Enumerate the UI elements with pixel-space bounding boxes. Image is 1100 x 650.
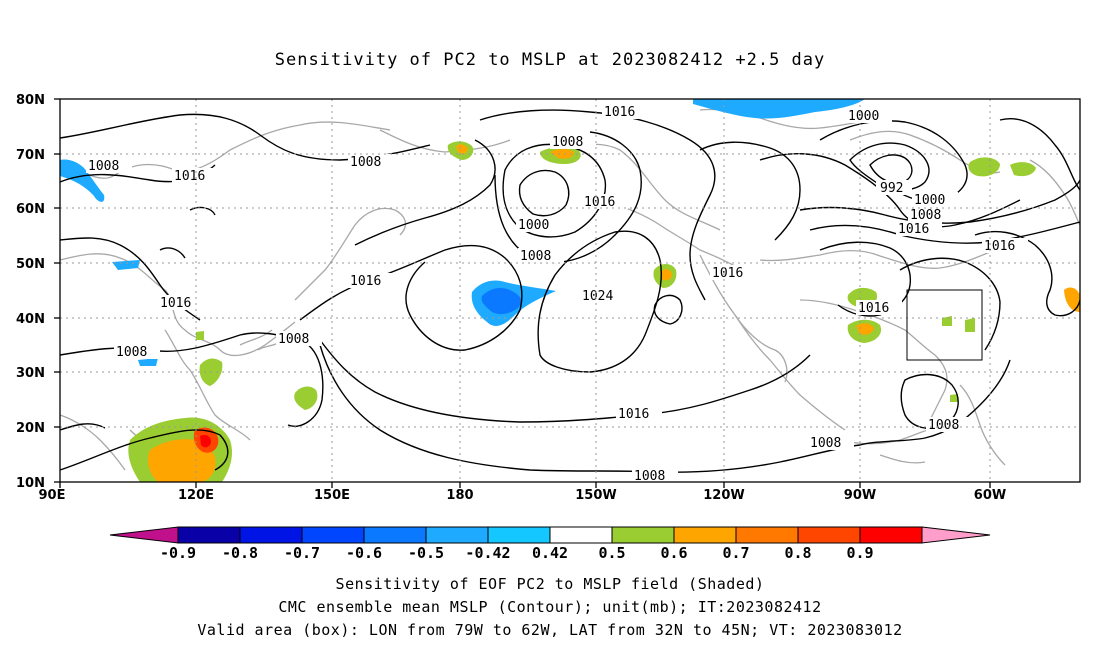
lat-tick-label: 50N xyxy=(16,257,45,272)
colorbar-tick-label: 0.6 xyxy=(660,544,687,562)
chart-title: Sensitivity of PC2 to MSLP at 2023082412… xyxy=(274,50,826,70)
contour-label: 1016 xyxy=(160,296,191,311)
contour-label: 1016 xyxy=(584,195,615,210)
contour-label: 1024 xyxy=(582,289,613,304)
colorbar-tick-label: -0.5 xyxy=(408,544,444,562)
colorbar-tick-label: -0.6 xyxy=(346,544,382,562)
colorbar-swatch xyxy=(487,526,551,544)
colorbar-swatch xyxy=(177,526,241,544)
plot-frame xyxy=(59,98,1081,483)
lat-tick-label: 10N xyxy=(16,476,45,491)
caption-line-3: Valid area (box): LON from 79W to 62W, L… xyxy=(197,621,903,639)
lon-tick-label: 90W xyxy=(844,488,876,503)
contour-label: 1016 xyxy=(604,105,635,120)
colorbar-swatch xyxy=(797,526,861,544)
contour-label: 1008 xyxy=(910,208,941,223)
colorbar-tick-label: -0.9 xyxy=(160,544,196,562)
lon-tick-label: 90E xyxy=(39,488,66,503)
colorbar-high-extend xyxy=(921,526,991,544)
contour-label: 1008 xyxy=(634,469,665,484)
tick-marks xyxy=(54,98,991,488)
colorbar-swatch xyxy=(425,526,489,544)
lat-tick-label: 20N xyxy=(16,421,45,436)
contour-label: 1000 xyxy=(518,218,549,233)
colorbar: -0.9 -0.8 -0.7 -0.6 -0.5 -0.42 0.42 0.5 0.6 0.7 0.… xyxy=(109,526,991,562)
colorbar-low-extend xyxy=(109,526,179,544)
contour-label: 1000 xyxy=(848,109,879,124)
colorbar-swatch xyxy=(363,526,427,544)
lon-tick-labels: 90E 120E 150E 180 150W 120W 90W 60W xyxy=(39,488,1007,503)
colorbar-swatch xyxy=(611,526,675,544)
contour-label: 1008 xyxy=(552,135,583,150)
contour-label: 1008 xyxy=(88,159,119,174)
colorbar-swatch xyxy=(549,526,613,544)
colorbar-tick-label: -0.42 xyxy=(465,544,510,562)
colorbar-swatch xyxy=(239,526,303,544)
caption-line-2: CMC ensemble mean MSLP (Contour); unit(m… xyxy=(278,598,822,616)
contour-label: 992 xyxy=(880,181,903,196)
contour-labels: 1016 1008 1000 1008 1008 1016 992 1000 1… xyxy=(86,104,1028,484)
sensitivity-shading xyxy=(60,99,1080,482)
colorbar-swatch xyxy=(301,526,365,544)
contour-label: 1016 xyxy=(984,239,1015,254)
contour-label: 1008 xyxy=(520,249,551,264)
lat-tick-labels: 80N 70N 60N 50N 40N 30N 20N 10N xyxy=(16,93,45,491)
lat-tick-label: 30N xyxy=(16,366,45,381)
contour-label: 1008 xyxy=(350,155,381,170)
lon-tick-label: 150E xyxy=(314,488,350,503)
contour-label: 1016 xyxy=(618,407,649,422)
colorbar-swatch xyxy=(859,526,923,544)
lat-tick-label: 60N xyxy=(16,202,45,217)
contour-label: 1000 xyxy=(914,193,945,208)
colorbar-swatch xyxy=(735,526,799,544)
lon-tick-label: 60W xyxy=(974,488,1006,503)
colorbar-tick-label: 0.8 xyxy=(784,544,811,562)
valid-area-box xyxy=(906,289,983,361)
colorbar-tick-label: 0.9 xyxy=(846,544,873,562)
colorbar-tick-label: -0.7 xyxy=(284,544,320,562)
contour-label: 1008 xyxy=(810,436,841,451)
gridlines xyxy=(60,99,1080,482)
lat-tick-label: 40N xyxy=(16,312,45,327)
colorbar-tick-label: 0.42 xyxy=(532,544,568,562)
colorbar-tick-label: -0.8 xyxy=(222,544,258,562)
contour-label: 1016 xyxy=(712,266,743,281)
lon-tick-label: 120W xyxy=(703,488,744,503)
contour-label: 1016 xyxy=(898,222,929,237)
lon-tick-label: 150W xyxy=(575,488,616,503)
lon-tick-label: 180 xyxy=(446,488,473,503)
lat-tick-label: 80N xyxy=(16,93,45,108)
contour-label: 1008 xyxy=(278,332,309,347)
contour-label: 1016 xyxy=(174,169,205,184)
contour-label: 1016 xyxy=(858,301,889,316)
colorbar-swatch xyxy=(673,526,737,544)
contour-label: 1008 xyxy=(116,345,147,360)
caption-line-1: Sensitivity of EOF PC2 to MSLP field (Sh… xyxy=(335,575,765,593)
contour-label: 1016 xyxy=(350,274,381,289)
colorbar-tick-label: 0.5 xyxy=(598,544,625,562)
colorbar-tick-label: 0.7 xyxy=(722,544,749,562)
contour-label: 1008 xyxy=(928,418,959,433)
lat-tick-label: 70N xyxy=(16,148,45,163)
lon-tick-label: 120E xyxy=(178,488,214,503)
